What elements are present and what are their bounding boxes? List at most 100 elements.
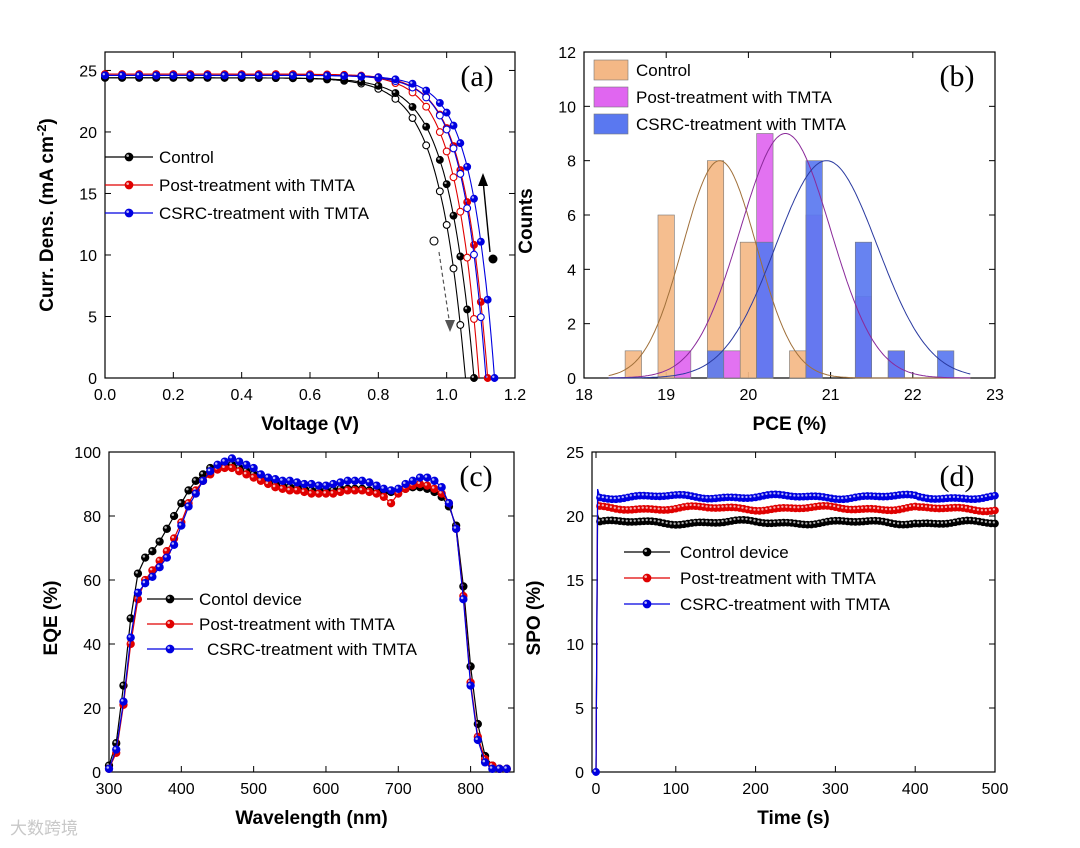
gaussian-fit-line <box>608 133 971 379</box>
spo-point-shine <box>888 508 892 511</box>
jv-point-forward-outer <box>422 141 431 150</box>
eqe-point-shine <box>200 471 204 475</box>
legend-label: Control <box>636 61 691 80</box>
spo-point-shine <box>685 521 688 524</box>
legend-marker-shine <box>644 575 647 578</box>
eqe-point-shine <box>236 468 240 472</box>
x-tick-label: 500 <box>982 781 1009 798</box>
spo-point-shine <box>705 496 708 499</box>
forward-scan-marker <box>429 236 439 246</box>
eqe-point-outer <box>437 483 446 492</box>
eqe-point-shine <box>193 491 196 494</box>
spo-point-shine <box>936 506 940 509</box>
eqe-point <box>372 489 381 498</box>
spo-point-shine <box>876 494 880 497</box>
spo-point-shine <box>749 518 752 521</box>
eqe-point-shine <box>330 481 334 484</box>
hist-bar <box>706 160 725 379</box>
legend-label: Contol device <box>199 590 302 609</box>
y-tick-label: 15 <box>566 573 584 590</box>
jv-line-forward-0 <box>105 77 467 379</box>
legend-marker-outer <box>124 208 134 218</box>
eqe-point-outer <box>300 487 309 497</box>
jv-point-reverse <box>449 121 458 130</box>
eqe-point-outer <box>386 499 396 508</box>
eqe-point-shine <box>258 478 261 481</box>
spo-point-shine <box>797 494 800 497</box>
jv-point-reverse-shine <box>423 88 427 91</box>
spo-point-shine <box>916 494 920 497</box>
eqe-point-outer <box>112 745 121 754</box>
spo-point-shine <box>781 492 784 496</box>
eqe-point-outer <box>451 524 461 533</box>
eqe-point-shine <box>142 580 146 584</box>
spo-point-shine <box>809 493 812 497</box>
jv-point-reverse-outer <box>357 72 366 81</box>
eqe-point-outer <box>495 764 504 773</box>
legend-label: CSRC-treatment with TMTA <box>636 115 847 134</box>
eqe-point-shine <box>149 548 153 552</box>
eqe-point <box>133 588 143 597</box>
eqe-point <box>162 524 172 533</box>
panel-label: (a) <box>460 60 493 93</box>
legend-label: CSRC-treatment with TMTA <box>680 595 891 614</box>
eqe-point <box>480 758 490 767</box>
spo-point-shine <box>972 507 976 511</box>
jv-point-reverse-shine <box>464 307 468 310</box>
spo-point-shine <box>944 521 948 524</box>
eqe-point <box>191 476 200 485</box>
jv-point-forward <box>435 128 444 137</box>
spo-point-shine <box>669 522 672 525</box>
jv-point-reverse <box>408 79 417 88</box>
spo-point-shine <box>904 492 908 495</box>
hist-bar <box>657 214 675 379</box>
eqe-point-outer <box>133 588 143 597</box>
spo-point-shine <box>904 522 908 525</box>
jv-point-reverse-outer <box>435 155 444 164</box>
eqe-point-outer <box>206 467 215 476</box>
jv-point-forward <box>408 114 417 122</box>
x-tick-label: 500 <box>240 781 267 798</box>
jv-point-reverse <box>456 252 465 261</box>
spo-point-shine <box>657 494 660 497</box>
eqe-point-outer <box>336 478 345 487</box>
eqe-point-outer <box>365 478 374 487</box>
spo-point-shine <box>912 521 916 524</box>
spo-point-shine <box>924 496 928 499</box>
spo-point-shine <box>753 519 756 522</box>
spo-point-shine <box>952 519 956 523</box>
jv-point-forward-outer <box>470 314 478 323</box>
spo-point-shine <box>705 520 708 523</box>
jv-point-reverse-outer <box>408 79 417 88</box>
spo-point-shine <box>677 492 680 495</box>
spo-point-shine <box>641 493 644 496</box>
spo-point-shine <box>601 518 604 521</box>
jv-point-forward-outer <box>442 220 451 229</box>
eqe-point <box>336 478 345 487</box>
eqe-point <box>249 463 258 473</box>
spo-point-shine <box>769 492 772 495</box>
eqe-point <box>285 486 294 495</box>
spo-point-shine <box>661 520 664 524</box>
spo-point-shine <box>964 506 968 509</box>
jv-point-reverse <box>422 122 431 131</box>
hist-bar <box>706 350 725 379</box>
spo-point-shine <box>625 507 628 510</box>
spo-point-shine <box>912 492 916 496</box>
eqe-point-shine <box>157 564 160 568</box>
spo-point-shine <box>669 493 672 496</box>
eqe-point-outer <box>104 764 114 773</box>
eqe-point-outer <box>191 489 200 498</box>
eqe-point-shine <box>381 486 384 489</box>
x-tick-label: 400 <box>168 781 195 798</box>
spo-point-shine <box>868 493 872 497</box>
spo-point-shine <box>689 503 692 507</box>
spo-point-shine <box>980 519 984 523</box>
eqe-point-shine <box>120 699 124 702</box>
eqe-point-outer <box>350 486 360 495</box>
jv-point-reverse <box>476 237 485 246</box>
eqe-point-shine <box>301 489 305 492</box>
eqe-point-outer <box>379 492 388 501</box>
eqe-point <box>365 478 374 487</box>
eqe-point-shine <box>323 491 326 494</box>
